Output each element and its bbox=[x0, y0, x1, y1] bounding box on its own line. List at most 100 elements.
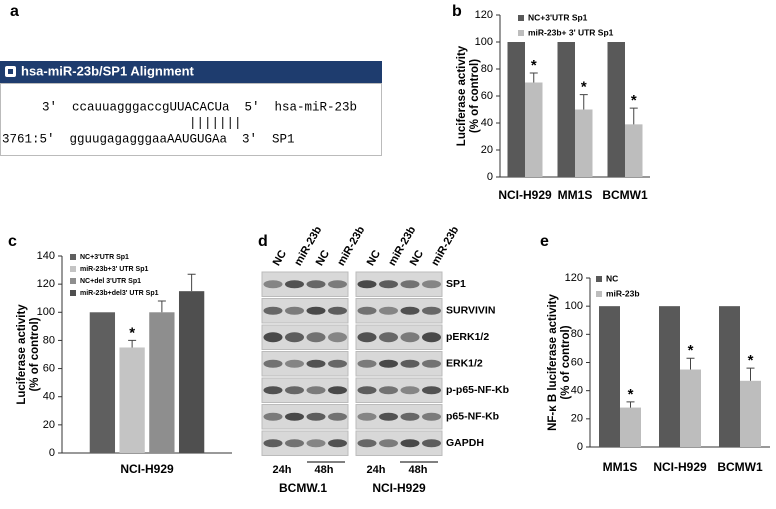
blot-band bbox=[306, 412, 326, 421]
y-tick-label: 140 bbox=[37, 250, 55, 262]
blot-band bbox=[400, 412, 420, 421]
y-tick-label: 80 bbox=[481, 63, 493, 75]
blot-band bbox=[328, 306, 347, 315]
y-tick-label: 20 bbox=[481, 144, 493, 156]
error-bar bbox=[529, 72, 538, 83]
blot-band bbox=[379, 439, 398, 448]
blot-band bbox=[357, 386, 377, 395]
category-label: BCMW1 bbox=[717, 460, 763, 474]
y-axis-label: (% of control) bbox=[560, 325, 572, 399]
error-bar bbox=[626, 401, 635, 408]
cell-line-label: NCI-H929 bbox=[372, 481, 426, 495]
significance-marker: * bbox=[748, 352, 754, 369]
blot-band bbox=[263, 332, 283, 343]
legend-swatch bbox=[596, 276, 602, 282]
blot-band bbox=[357, 412, 377, 421]
significance-marker: * bbox=[581, 79, 587, 96]
panel-label: a bbox=[10, 3, 19, 20]
y-axis-label: Luciferase activity bbox=[456, 45, 468, 146]
time-label: 48h bbox=[409, 464, 428, 476]
bar bbox=[625, 124, 643, 177]
blot-band bbox=[357, 280, 377, 289]
blot-strip bbox=[261, 271, 349, 297]
blot-band bbox=[328, 359, 347, 368]
legend-swatch bbox=[518, 15, 524, 21]
significance-marker: * bbox=[688, 342, 694, 359]
y-tick-label: 0 bbox=[577, 441, 583, 453]
category-label: NCI-H929 bbox=[653, 460, 707, 474]
bar bbox=[178, 291, 205, 453]
y-tick-label: 0 bbox=[487, 171, 493, 183]
bar bbox=[620, 407, 641, 447]
blot-band bbox=[400, 332, 420, 343]
error-bar bbox=[746, 367, 755, 381]
error-bar bbox=[579, 94, 588, 110]
protein-label: ERK1/2 bbox=[446, 358, 483, 370]
legend-label: miR-23b+ 3' UTR Sp1 bbox=[528, 27, 614, 37]
blot-band bbox=[379, 280, 398, 289]
y-axis-label: (% of control) bbox=[469, 59, 481, 133]
y-tick-label: 120 bbox=[37, 278, 55, 290]
time-label: 24h bbox=[273, 464, 292, 476]
error-bar bbox=[629, 107, 638, 125]
blot-band bbox=[263, 359, 283, 368]
category-label: MM1S bbox=[558, 188, 593, 202]
legend-swatch bbox=[596, 291, 602, 297]
bar bbox=[680, 369, 701, 447]
blot-band bbox=[400, 280, 420, 289]
blot-band bbox=[379, 332, 398, 343]
blot-band bbox=[400, 439, 420, 448]
blot-band bbox=[422, 332, 441, 343]
legend-swatch bbox=[70, 266, 76, 272]
y-axis-label: NF-κ B luciferase activity bbox=[547, 294, 559, 431]
blot-band bbox=[285, 439, 304, 448]
y-tick-label: 60 bbox=[481, 90, 493, 102]
blot-band bbox=[357, 359, 377, 368]
bar bbox=[740, 380, 761, 447]
y-tick-label: 100 bbox=[565, 300, 583, 312]
protein-label: SP1 bbox=[446, 278, 466, 290]
category-label: BCMW1 bbox=[602, 188, 648, 202]
panel-label: b bbox=[452, 3, 462, 20]
blot-band bbox=[328, 439, 347, 448]
significance-marker: * bbox=[631, 92, 637, 109]
y-tick-label: 40 bbox=[571, 385, 583, 397]
blot-band bbox=[306, 280, 326, 289]
bar bbox=[575, 109, 593, 177]
blot-band bbox=[328, 332, 347, 343]
blot-band bbox=[306, 386, 326, 395]
bar bbox=[599, 306, 620, 447]
blot-band bbox=[357, 332, 377, 343]
blot-band bbox=[422, 439, 441, 448]
blot-band bbox=[306, 359, 326, 368]
blot-band bbox=[306, 332, 326, 343]
blot-band bbox=[379, 306, 398, 315]
blot-band bbox=[400, 386, 420, 395]
legend-label: miR-23b+3' UTR Sp1 bbox=[80, 266, 148, 273]
blot-band bbox=[263, 280, 283, 289]
blot-band bbox=[357, 306, 377, 315]
legend-label: miR-23b bbox=[606, 288, 640, 298]
y-tick-label: 120 bbox=[565, 272, 583, 284]
bar bbox=[149, 312, 175, 453]
blot-band bbox=[422, 386, 441, 395]
time-label: 48h bbox=[315, 464, 334, 476]
y-tick-label: 40 bbox=[481, 117, 493, 129]
blot-band bbox=[306, 439, 326, 448]
bar bbox=[557, 42, 575, 177]
blot-band bbox=[357, 439, 377, 448]
blot-band bbox=[285, 359, 304, 368]
blot-band bbox=[285, 386, 304, 395]
panel-label: e bbox=[540, 233, 549, 250]
category-label: MM1S bbox=[603, 460, 638, 474]
bar bbox=[719, 306, 740, 447]
y-tick-label: 20 bbox=[43, 419, 55, 431]
y-axis-label: Luciferase activity bbox=[16, 304, 28, 405]
y-tick-label: 40 bbox=[43, 391, 55, 403]
protein-label: p-p65-NF-Kb bbox=[446, 384, 509, 396]
blot-band bbox=[263, 306, 283, 315]
alignment-header bbox=[0, 61, 382, 83]
header-icon-inner bbox=[8, 69, 13, 74]
protein-label: SURVIVIN bbox=[446, 305, 495, 317]
